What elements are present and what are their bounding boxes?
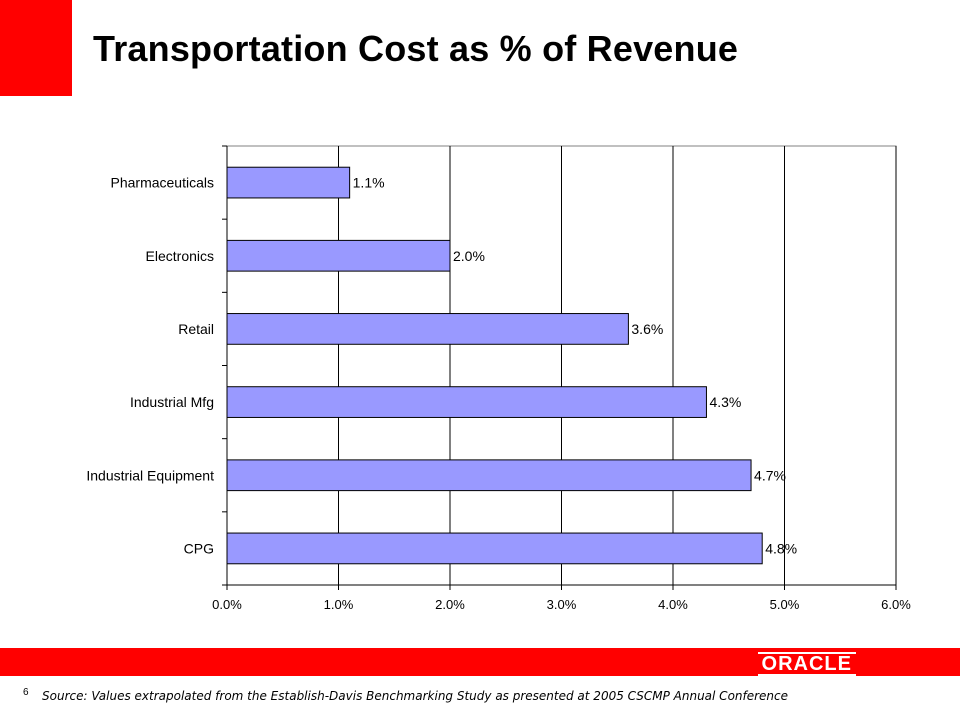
category-label: Industrial Equipment [86, 467, 214, 483]
data-label: 4.3% [709, 394, 741, 410]
data-label: 3.6% [631, 321, 663, 337]
category-label: Retail [178, 321, 214, 337]
category-label: Electronics [146, 248, 214, 264]
data-label: 4.8% [765, 540, 797, 556]
title-accent-block [0, 0, 72, 96]
bar-chart: 0.0% 1.0% 2.0% 3.0% 4.0% 5.0% 6.0% Pharmaceutic… [86, 145, 911, 612]
oracle-logo: ORACLE [757, 652, 856, 676]
category-label: Pharmaceuticals [111, 175, 215, 191]
slide-title: Transportation Cost as % of Revenue [93, 28, 739, 69]
bar [226, 532, 763, 565]
x-tick-label: 4.0% [658, 597, 688, 612]
category-label: Industrial Mfg [130, 394, 214, 410]
source-note: Source: Values extrapolated from the Est… [42, 689, 789, 703]
category-label: CPG [184, 540, 214, 556]
data-label: 4.7% [754, 467, 786, 483]
data-label: 1.1% [353, 175, 385, 191]
x-tick-label: 3.0% [547, 597, 577, 612]
bar [226, 459, 752, 492]
bar [226, 386, 707, 418]
bar [226, 239, 451, 272]
x-tick-label: 0.0% [212, 597, 242, 612]
x-tick-label: 1.0% [324, 597, 354, 612]
bar [226, 313, 629, 345]
bar [226, 166, 351, 199]
x-tick-label: 2.0% [435, 597, 465, 612]
x-tick-label: 6.0% [881, 597, 911, 612]
x-tick-label: 5.0% [770, 597, 800, 612]
oracle-logo-text: ORACLE [757, 652, 856, 676]
data-label: 2.0% [453, 248, 485, 264]
page-number: 6 [23, 687, 29, 698]
